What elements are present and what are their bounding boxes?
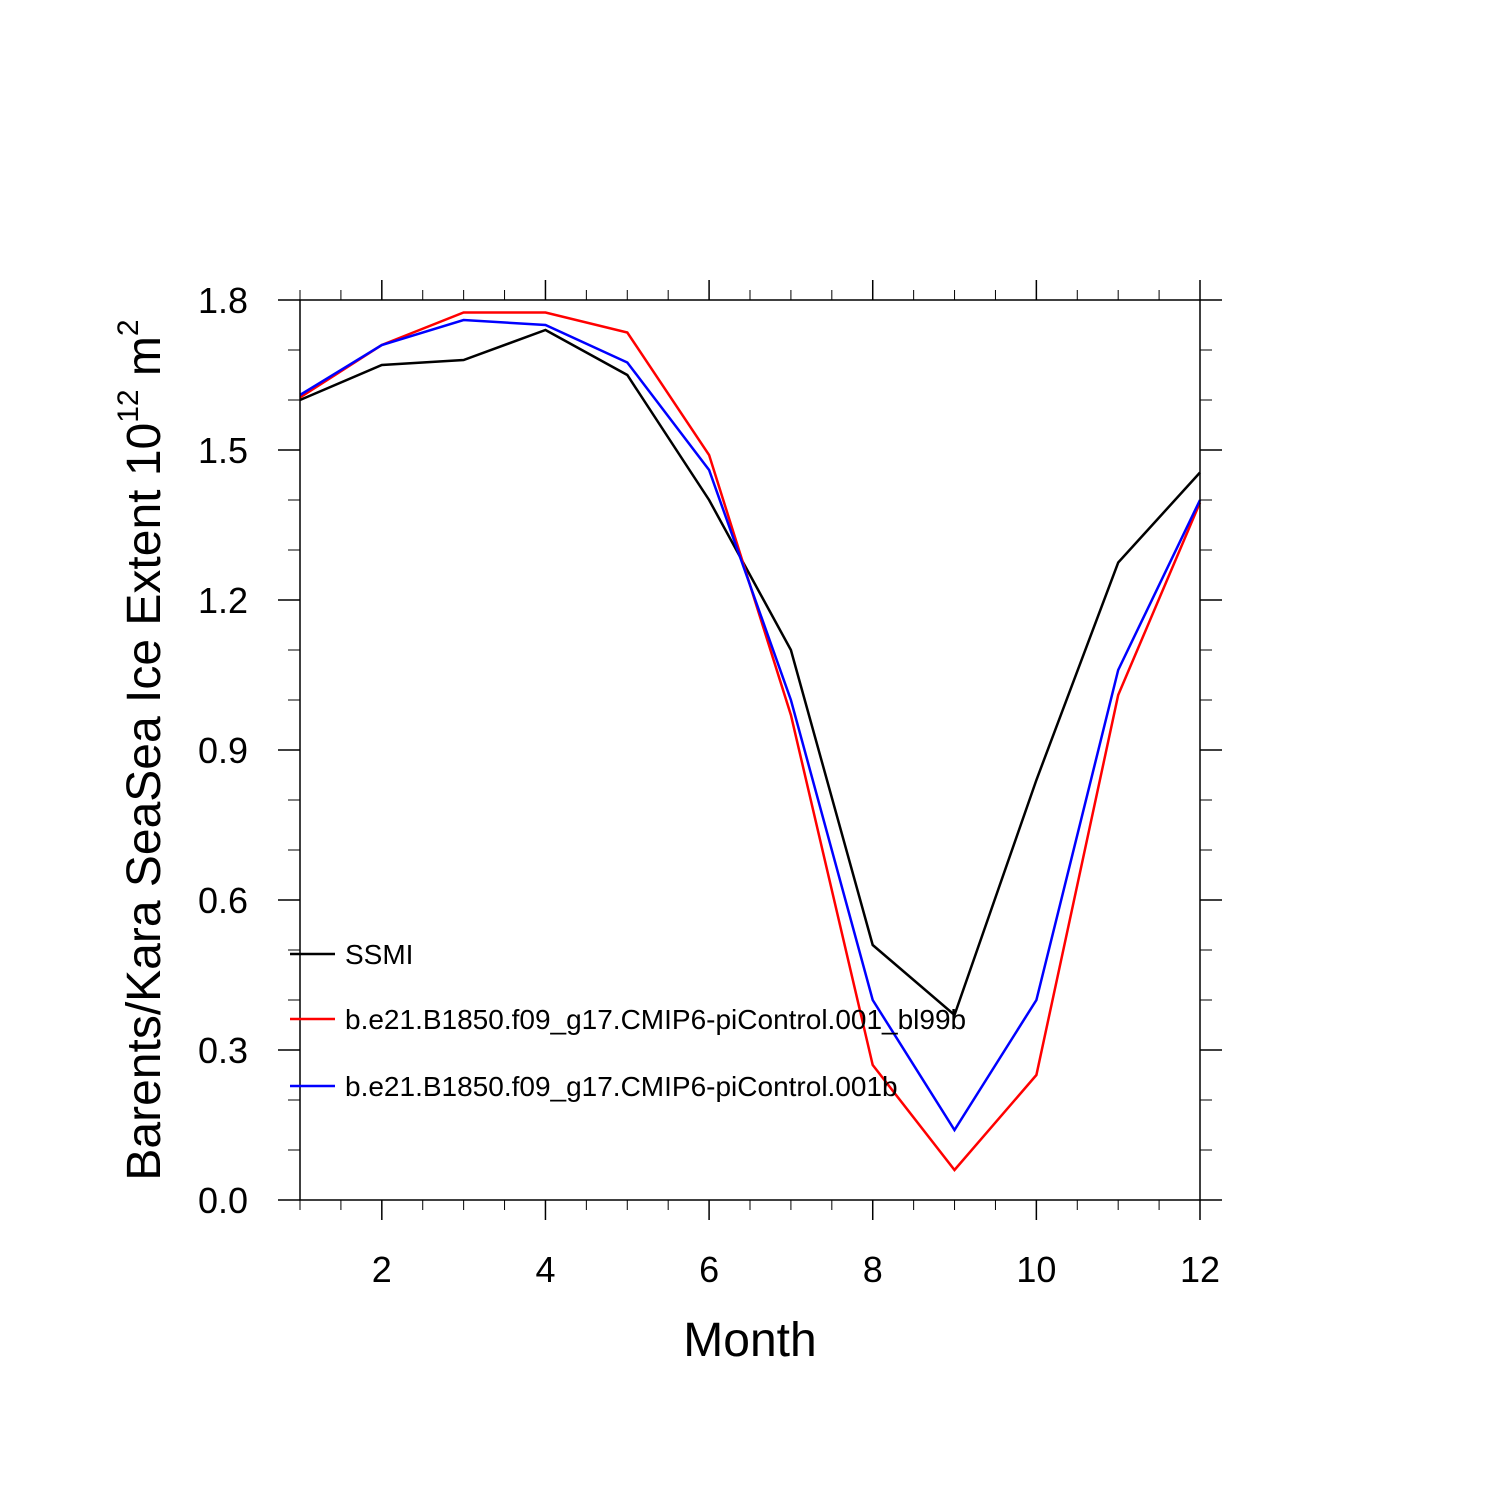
x-tick-label: 12 (1180, 1249, 1220, 1290)
legend-label-3: b.e21.B1850.f09_g17.CMIP6-piControl.001b (345, 1071, 898, 1102)
series-line-3 (299, 318, 1202, 1133)
major-ticks (278, 280, 1222, 1220)
y-axis-title-main: Barents/Kara SeaSea Ice Extent 10 (118, 423, 171, 1181)
y-tick-label: 1.5 (198, 430, 248, 471)
y-tick-label: 0.9 (198, 730, 248, 771)
x-tick-labels: 2 4 6 8 10 12 (372, 1249, 1220, 1290)
series-line-1 (299, 328, 1201, 1018)
x-tick-label: 2 (372, 1249, 392, 1290)
x-tick-label: 6 (699, 1249, 719, 1290)
y-axis-title-exponent: 12 (112, 389, 145, 422)
y-axis-title-unit-exponent: 2 (112, 319, 145, 336)
x-axis-title: Month (683, 1314, 816, 1367)
series-layer (299, 311, 1202, 1172)
series-line-2 (299, 311, 1202, 1172)
y-tick-label: 0.6 (198, 880, 248, 921)
x-tick-label: 4 (535, 1249, 555, 1290)
y-tick-labels: 0.0 0.3 0.6 0.9 1.2 1.5 1.8 (198, 280, 248, 1221)
x-tick-label: 8 (863, 1249, 883, 1290)
y-tick-label: 0.0 (198, 1180, 248, 1221)
plot-frame (299, 299, 1201, 1201)
y-tick-label: 1.2 (198, 580, 248, 621)
minor-ticks (288, 290, 1212, 1210)
y-axis-title-unit: m (118, 336, 171, 389)
y-tick-label: 1.8 (198, 280, 248, 321)
legend-label-1: SSMI (345, 939, 413, 970)
legend-label-2: b.e21.B1850.f09_g17.CMIP6-piControl.001_… (345, 1004, 966, 1035)
legend: SSMI b.e21.B1850.f09_g17.CMIP6-piControl.… (290, 939, 966, 1102)
x-tick-label: 10 (1016, 1249, 1056, 1290)
y-tick-label: 0.3 (198, 1030, 248, 1071)
y-axis-title: Barents/Kara SeaSea Ice Extent 1012 m2 (112, 319, 171, 1180)
